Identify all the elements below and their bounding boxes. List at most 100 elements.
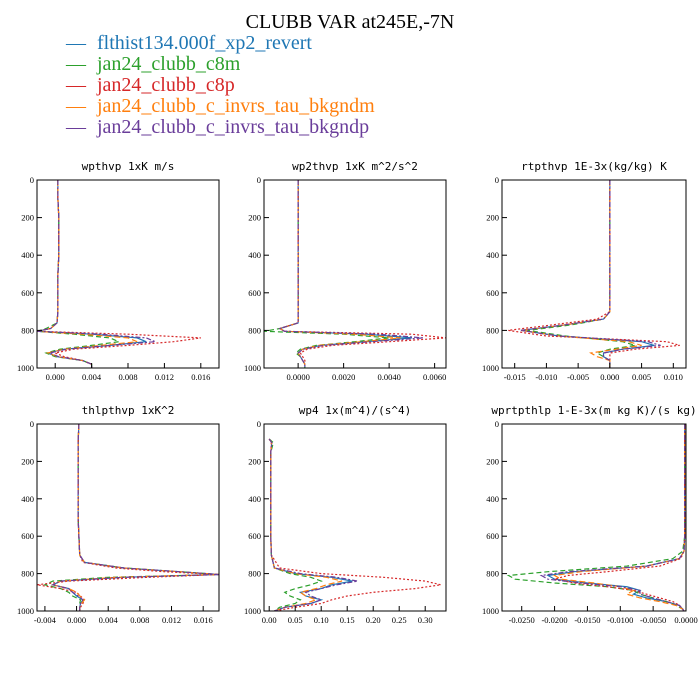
legend-dash-5: — — [65, 116, 87, 138]
x-tick-label: 0.0060 — [423, 372, 446, 382]
series-line-1 — [268, 438, 353, 611]
y-tick-label: 600 — [21, 288, 34, 298]
panel-title: wp2thvp 1xK m^2/s^2 — [292, 160, 418, 173]
figure-title: CLUBB VAR at245E,-7N — [246, 11, 455, 33]
series-line-5 — [539, 424, 686, 611]
x-tick-label: 0.008 — [130, 615, 149, 625]
series-line-4 — [552, 424, 686, 611]
panel-series-group — [264, 180, 446, 368]
panel-series-group — [37, 424, 219, 611]
series-line-3 — [508, 180, 680, 368]
x-tick-label: 0.0040 — [377, 372, 400, 382]
legend-item-2: — jan24_clubb_c8m — [65, 53, 241, 75]
x-tick-label: 0.012 — [155, 372, 174, 382]
y-tick-label: 1000 — [244, 363, 261, 373]
y-tick-label: 1000 — [17, 363, 34, 373]
panel-frame — [501, 179, 687, 369]
x-tick-label: 0.004 — [82, 372, 102, 382]
panel-frame — [36, 423, 220, 612]
x-tick-label: 0.00 — [262, 615, 277, 625]
panel-series-group — [506, 424, 686, 611]
y-tick-label: 200 — [248, 213, 261, 223]
x-tick-label: -0.0050 — [640, 615, 666, 625]
y-tick-label: 600 — [486, 531, 499, 541]
y-tick-label: 0 — [495, 419, 499, 429]
y-tick-label: 600 — [248, 531, 261, 541]
y-tick-label: 0 — [495, 175, 499, 185]
x-tick-label: 0.30 — [418, 615, 433, 625]
y-tick-label: 400 — [486, 494, 499, 504]
y-tick-label: 1000 — [482, 606, 499, 616]
x-tick-label: 0.000 — [67, 615, 86, 625]
legend-dash-3: — — [65, 74, 87, 96]
y-tick-label: 0 — [30, 175, 34, 185]
panel-series-group — [268, 438, 441, 611]
y-tick-label: 400 — [248, 494, 261, 504]
series-line-5 — [520, 180, 661, 368]
y-tick-label: 200 — [21, 213, 34, 223]
panel-2: wp2thvp 1xK m^2/s^2 0 200 400 600 800 1000 0.00… — [244, 160, 447, 382]
x-tick-label: 0.016 — [194, 615, 213, 625]
y-tick-label: 600 — [486, 288, 499, 298]
x-tick-label: -0.004 — [34, 615, 57, 625]
y-tick-label: 200 — [21, 456, 34, 466]
x-tick-label: 0.0020 — [332, 372, 355, 382]
y-tick-label: 400 — [21, 494, 34, 504]
panel-title: thlpthvp 1xK^2 — [82, 404, 175, 417]
series-line-5 — [50, 424, 219, 611]
legend-label-5: jan24_clubb_c_invrs_tau_bkgndp — [96, 116, 369, 138]
x-tick-label: -0.005 — [567, 372, 589, 382]
y-tick-label: 800 — [21, 325, 34, 335]
y-tick-label: 400 — [248, 250, 261, 260]
y-tick-label: 200 — [486, 456, 499, 466]
panel-3: rtpthvp 1E-3x(kg/kg) K02004006008001000-… — [482, 160, 687, 382]
y-tick-label: 1000 — [17, 606, 34, 616]
x-tick-label: 0.20 — [366, 615, 381, 625]
series-line-3 — [278, 180, 446, 368]
x-tick-label: 0.008 — [118, 372, 137, 382]
legend-item-5: — jan24_clubb_c_invrs_tau_bkgndp — [65, 116, 369, 138]
y-tick-label: 0 — [257, 175, 261, 185]
x-tick-label: -0.0200 — [541, 615, 567, 625]
panel-6: wprtpthlp 1-E-3x(m kg K)/(s kg) 0 200 400 60… — [482, 404, 698, 625]
panel-title: rtpthvp 1E-3x(kg/kg) K — [521, 160, 667, 173]
legend-dash-4: — — [65, 95, 87, 117]
panel-frame — [501, 423, 687, 612]
x-tick-label: 0.012 — [162, 615, 181, 625]
panel-title: wp4 1x(m^4)/(s^4) — [299, 404, 412, 417]
x-tick-label: 0.004 — [99, 615, 119, 625]
series-line-2 — [506, 424, 686, 611]
series-line-5 — [268, 438, 358, 611]
panel-title: wprtpthlp 1-E-3x(m kg K)/(s kg) — [491, 404, 696, 417]
x-tick-label: 0.000 — [46, 372, 65, 382]
panel-1: wpthvp 1xK m/s 0 200 400 600 800 1000 0.000 0.00… — [17, 160, 220, 382]
series-line-2 — [43, 424, 219, 611]
series-line-1 — [546, 424, 686, 611]
y-tick-label: 400 — [486, 250, 499, 260]
series-line-3 — [268, 438, 441, 611]
series-line-4 — [50, 424, 219, 611]
x-tick-label: 0.05 — [288, 615, 303, 625]
panel-series-group — [37, 180, 201, 368]
y-tick-label: 1000 — [244, 606, 261, 616]
panel-series-group — [508, 180, 680, 368]
series-line-2 — [264, 180, 390, 368]
x-tick-label: 0.15 — [340, 615, 355, 625]
y-tick-label: 800 — [248, 325, 261, 335]
x-tick-label: -0.0100 — [607, 615, 633, 625]
panel-frame — [263, 423, 447, 612]
x-tick-label: 0.0000 — [286, 372, 309, 382]
panel-frame — [263, 179, 447, 369]
legend-label-4: jan24_clubb_c_invrs_tau_bkgndm — [96, 95, 375, 117]
x-tick-label: -0.010 — [535, 372, 557, 382]
y-tick-label: 1000 — [482, 363, 499, 373]
series-line-2 — [268, 438, 323, 611]
legend-dash-1: — — [65, 32, 87, 54]
series-line-1 — [520, 180, 655, 368]
series-line-4 — [278, 180, 401, 368]
x-tick-label: 0.0000 — [674, 615, 697, 625]
panel-frame — [36, 179, 220, 369]
legend-dash-2: — — [65, 53, 87, 75]
